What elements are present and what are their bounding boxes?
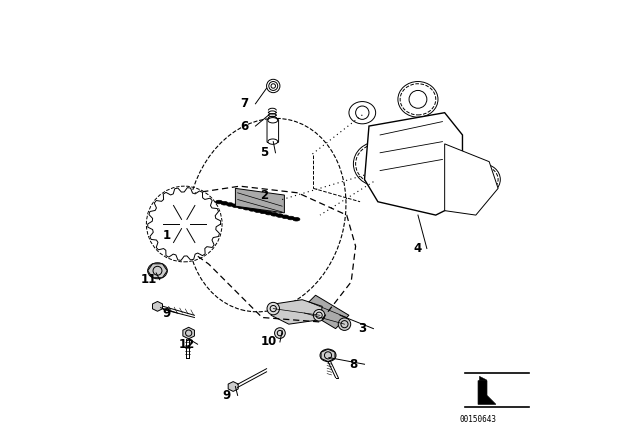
Polygon shape bbox=[478, 381, 496, 404]
Ellipse shape bbox=[227, 203, 234, 206]
Circle shape bbox=[275, 328, 285, 338]
Polygon shape bbox=[365, 113, 463, 215]
Polygon shape bbox=[479, 376, 486, 381]
Text: 7: 7 bbox=[240, 97, 248, 110]
Text: 4: 4 bbox=[414, 242, 422, 255]
Text: 9: 9 bbox=[163, 306, 170, 319]
Text: 00150643: 00150643 bbox=[460, 415, 497, 424]
Text: 1: 1 bbox=[163, 228, 170, 241]
FancyBboxPatch shape bbox=[267, 119, 278, 142]
Ellipse shape bbox=[232, 204, 239, 207]
Text: 5: 5 bbox=[260, 146, 268, 159]
Circle shape bbox=[314, 310, 325, 321]
Ellipse shape bbox=[465, 164, 500, 195]
Polygon shape bbox=[445, 144, 498, 215]
Ellipse shape bbox=[276, 214, 284, 217]
Ellipse shape bbox=[248, 207, 256, 211]
Text: 9: 9 bbox=[222, 389, 230, 402]
Polygon shape bbox=[321, 349, 335, 362]
Polygon shape bbox=[228, 382, 238, 392]
Polygon shape bbox=[236, 188, 284, 213]
Polygon shape bbox=[271, 300, 322, 324]
Ellipse shape bbox=[221, 202, 228, 205]
Circle shape bbox=[269, 82, 278, 90]
Circle shape bbox=[339, 318, 351, 331]
Polygon shape bbox=[152, 302, 163, 311]
Ellipse shape bbox=[265, 211, 272, 215]
Ellipse shape bbox=[292, 217, 300, 221]
Ellipse shape bbox=[320, 349, 336, 362]
Text: 11: 11 bbox=[140, 273, 157, 286]
Ellipse shape bbox=[349, 102, 376, 124]
Polygon shape bbox=[148, 188, 221, 260]
Text: 3: 3 bbox=[358, 322, 366, 335]
Ellipse shape bbox=[216, 200, 223, 204]
Ellipse shape bbox=[237, 205, 244, 209]
Text: 10: 10 bbox=[260, 336, 277, 349]
Ellipse shape bbox=[268, 139, 278, 144]
Text: 2: 2 bbox=[260, 189, 268, 202]
Ellipse shape bbox=[243, 207, 250, 210]
Circle shape bbox=[180, 220, 189, 228]
Ellipse shape bbox=[254, 209, 261, 212]
Ellipse shape bbox=[260, 210, 267, 214]
Text: 6: 6 bbox=[240, 120, 248, 133]
Polygon shape bbox=[183, 327, 195, 339]
Ellipse shape bbox=[148, 263, 167, 279]
Ellipse shape bbox=[282, 215, 289, 219]
Circle shape bbox=[267, 302, 280, 315]
Ellipse shape bbox=[398, 82, 438, 117]
Polygon shape bbox=[302, 295, 349, 329]
Circle shape bbox=[298, 305, 310, 317]
Ellipse shape bbox=[287, 216, 294, 220]
Circle shape bbox=[162, 202, 207, 246]
Polygon shape bbox=[148, 264, 167, 278]
Ellipse shape bbox=[353, 142, 403, 186]
Text: 8: 8 bbox=[349, 358, 358, 371]
Ellipse shape bbox=[271, 212, 278, 216]
Ellipse shape bbox=[268, 117, 278, 123]
Text: 12: 12 bbox=[179, 338, 195, 351]
